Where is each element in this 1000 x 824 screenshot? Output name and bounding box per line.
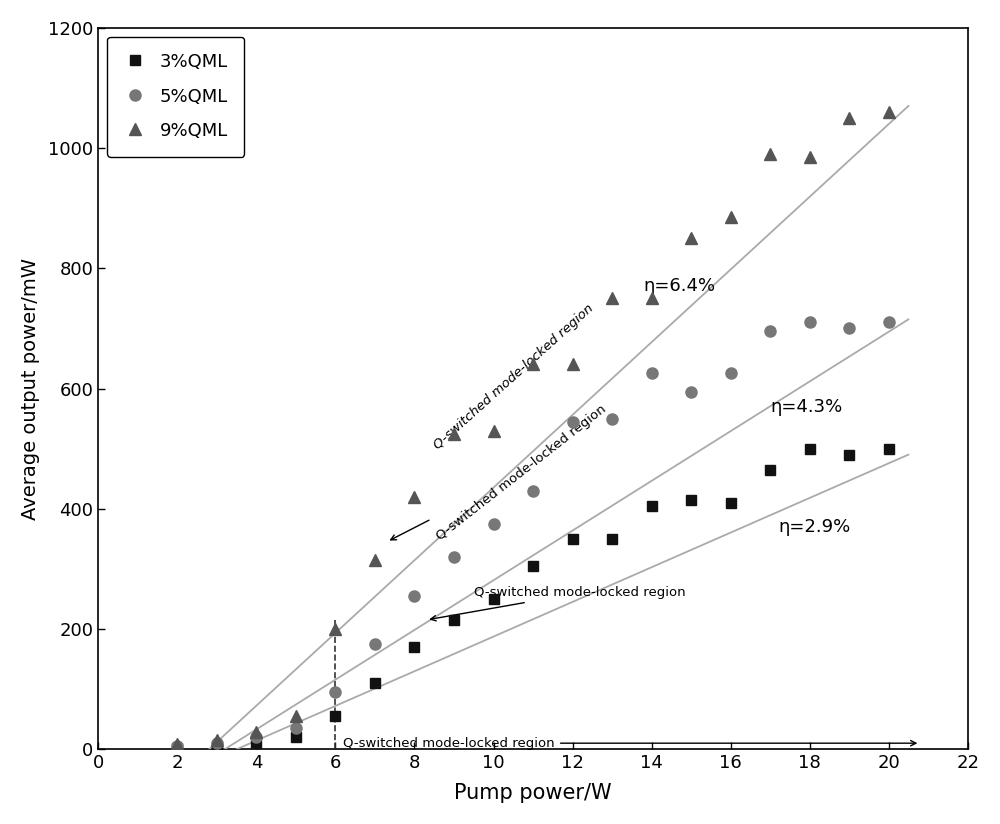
3%QML	[883, 443, 895, 453]
9%QML	[369, 555, 381, 564]
5%QML	[408, 591, 420, 601]
9%QML	[883, 107, 895, 117]
3%QML	[448, 615, 460, 625]
3%QML	[329, 711, 341, 721]
Y-axis label: Average output power/mW: Average output power/mW	[21, 258, 40, 519]
Text: Q-switched mode-locked region: Q-switched mode-locked region	[343, 737, 916, 750]
5%QML	[211, 738, 223, 748]
Text: η=2.9%: η=2.9%	[778, 517, 850, 536]
9%QML	[448, 428, 460, 438]
9%QML	[843, 113, 855, 123]
5%QML	[290, 723, 302, 733]
3%QML	[606, 534, 618, 544]
5%QML	[843, 324, 855, 334]
Legend: 3%QML, 5%QML, 9%QML: 3%QML, 5%QML, 9%QML	[107, 37, 244, 157]
3%QML	[211, 742, 223, 751]
9%QML	[567, 359, 579, 369]
9%QML	[408, 492, 420, 502]
5%QML	[646, 368, 658, 378]
9%QML	[725, 213, 737, 222]
9%QML	[606, 293, 618, 303]
5%QML	[250, 733, 262, 742]
3%QML	[250, 738, 262, 748]
3%QML	[171, 743, 183, 753]
5%QML	[764, 326, 776, 336]
5%QML	[685, 386, 697, 396]
5%QML	[567, 417, 579, 427]
9%QML	[250, 728, 262, 737]
9%QML	[211, 735, 223, 745]
Line: 9%QML: 9%QML	[172, 106, 894, 750]
3%QML	[685, 494, 697, 504]
3%QML	[725, 498, 737, 508]
5%QML	[883, 317, 895, 327]
3%QML	[843, 450, 855, 460]
5%QML	[606, 414, 618, 424]
Text: η=4.3%: η=4.3%	[770, 397, 842, 415]
3%QML	[488, 594, 500, 604]
Text: Q-switched mode-locked region: Q-switched mode-locked region	[431, 587, 685, 620]
5%QML	[488, 519, 500, 529]
5%QML	[171, 742, 183, 751]
3%QML	[369, 678, 381, 688]
Line: 3%QML: 3%QML	[173, 444, 894, 753]
3%QML	[290, 733, 302, 742]
9%QML	[685, 233, 697, 243]
Text: Q-switched mode-locked region: Q-switched mode-locked region	[431, 302, 596, 452]
Text: η=6.4%: η=6.4%	[644, 278, 716, 295]
9%QML	[329, 624, 341, 634]
9%QML	[171, 739, 183, 749]
3%QML	[646, 501, 658, 511]
9%QML	[804, 152, 816, 162]
5%QML	[527, 486, 539, 496]
3%QML	[804, 443, 816, 453]
9%QML	[764, 149, 776, 159]
3%QML	[764, 465, 776, 475]
9%QML	[290, 711, 302, 721]
5%QML	[329, 687, 341, 697]
5%QML	[804, 317, 816, 327]
3%QML	[408, 642, 420, 652]
5%QML	[369, 639, 381, 649]
3%QML	[567, 534, 579, 544]
Line: 5%QML: 5%QML	[172, 317, 894, 751]
3%QML	[527, 561, 539, 571]
9%QML	[527, 359, 539, 369]
Text: Q-switched mode-locked region: Q-switched mode-locked region	[391, 402, 609, 543]
5%QML	[448, 552, 460, 562]
9%QML	[646, 293, 658, 303]
5%QML	[725, 368, 737, 378]
X-axis label: Pump power/W: Pump power/W	[454, 783, 612, 803]
9%QML	[488, 426, 500, 436]
